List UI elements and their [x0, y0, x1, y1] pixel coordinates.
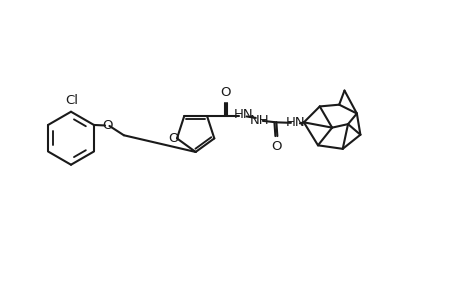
- Text: O: O: [102, 119, 112, 132]
- Text: HN: HN: [285, 116, 305, 129]
- Text: Cl: Cl: [65, 94, 78, 107]
- Text: O: O: [168, 132, 178, 146]
- Text: O: O: [220, 86, 231, 99]
- Text: NH: NH: [249, 114, 269, 127]
- Text: O: O: [271, 140, 281, 153]
- Text: HN: HN: [233, 109, 252, 122]
